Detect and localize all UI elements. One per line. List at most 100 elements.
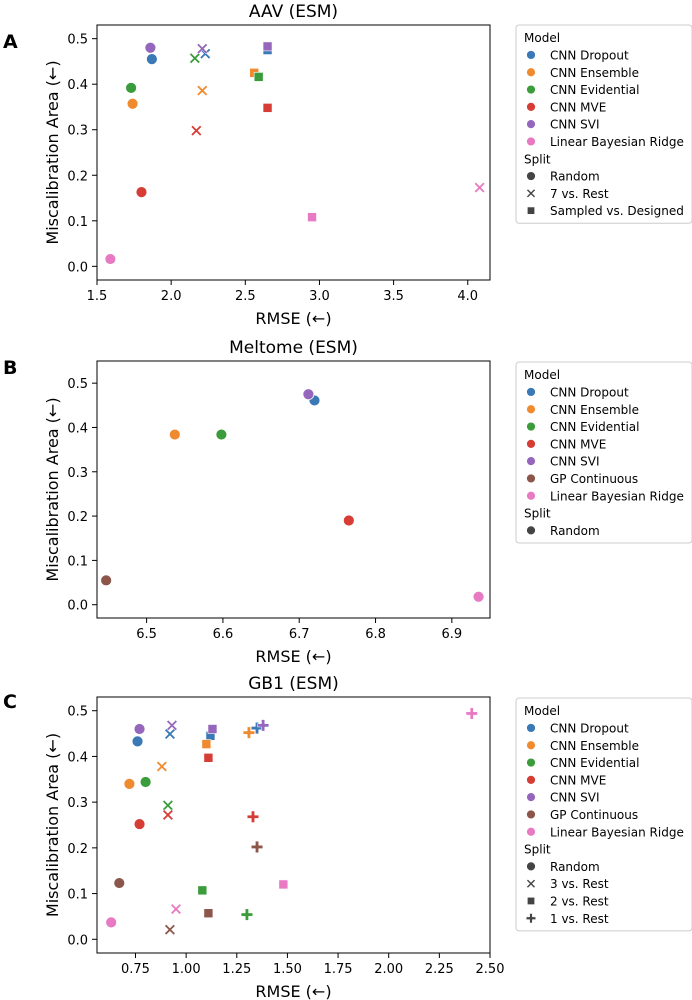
y-tick-label: 0.0 — [67, 260, 88, 275]
legend-label-cnn-evidential: CNN Evidential — [550, 756, 640, 770]
legend-marker-cnn-evidential — [526, 421, 536, 432]
data-point-cnn-ensemble-x — [196, 84, 208, 97]
legend-label-2-vs-rest: 2 vs. Rest — [550, 894, 609, 908]
legend-marker-random — [526, 861, 536, 872]
data-point-cnn-evidential-circle — [125, 81, 138, 94]
data-point-cnn-svi-x — [196, 43, 208, 55]
data-point-gp-continuous-x — [164, 924, 176, 936]
legend-marker-random — [526, 171, 536, 181]
legend-label-cnn-evidential: CNN Evidential — [550, 83, 640, 97]
legend-title-split: Split — [524, 843, 551, 857]
legend-marker-3-vs-rest — [526, 879, 536, 889]
legend-label-sampled-vs-designed: Sampled vs. Designed — [550, 204, 684, 218]
data-points — [100, 388, 485, 603]
legend-marker-cnn-evidential — [526, 757, 536, 768]
data-point-cnn-evidential-square — [253, 72, 264, 82]
data-point-linear-bayesian-ridge-x — [474, 181, 486, 194]
legend: Model CNN Dropout CNN Ensemble CNN Evidenti… — [515, 361, 692, 544]
x-tick-label: 1.00 — [172, 962, 201, 977]
y-axis-label: Miscalibration Area (←) — [43, 397, 62, 581]
legend-marker-cnn-evidential — [526, 84, 536, 95]
data-point-cnn-ensemble-circle — [123, 777, 136, 790]
legend-marker-2-vs-rest — [527, 896, 535, 905]
x-tick-label: 1.25 — [222, 962, 251, 977]
y-tick-label: 0.4 — [67, 421, 88, 436]
data-point-linear-bayesian-ridge-circle — [105, 916, 118, 929]
legend-label-cnn-mve: CNN MVE — [550, 100, 606, 114]
legend-marker-sampled-vs-designed — [527, 206, 535, 215]
data-point-gp-continuous-circle — [100, 574, 113, 587]
data-point-gp-continuous-circle — [113, 877, 126, 889]
y-tick-label: 0.5 — [67, 33, 88, 48]
data-point-cnn-evidential-x — [189, 52, 201, 64]
legend-marker-1-vs-rest — [526, 913, 536, 924]
y-axis-label: Miscalibration Area (←) — [43, 733, 62, 917]
y-tick-label: 0.2 — [67, 510, 88, 525]
legend-marker-cnn-dropout — [526, 387, 536, 397]
legend-marker-gp-continuous — [526, 473, 536, 484]
data-point-cnn-evidential-plus — [240, 908, 253, 921]
legend-label-cnn-ensemble: CNN Ensemble — [550, 739, 639, 753]
legend-label-random: Random — [550, 860, 600, 874]
data-point-cnn-evidential-circle — [215, 428, 228, 441]
data-point-cnn-svi-circle — [302, 388, 315, 401]
legend-label-linear-bayesian-ridge: Linear Bayesian Ridge — [550, 825, 684, 839]
panel-letter: A — [3, 31, 18, 53]
data-point-cnn-svi-x — [166, 719, 178, 731]
x-tick-label: 3.0 — [309, 289, 330, 304]
legend-label-cnn-dropout: CNN Dropout — [550, 385, 629, 399]
legend-marker-cnn-svi — [526, 119, 536, 130]
y-tick-label: 0.2 — [67, 169, 88, 184]
data-point-cnn-mve-circle — [133, 818, 146, 830]
x-axis-label: RMSE (←) — [255, 982, 331, 1000]
data-point-gp-continuous-plus — [251, 840, 264, 853]
y-tick-label: 0.5 — [67, 705, 88, 720]
data-point-cnn-mve-circle — [135, 186, 148, 199]
y-tick-label: 0.3 — [67, 124, 88, 139]
data-point-cnn-ensemble-circle — [126, 97, 139, 110]
data-point-linear-bayesian-ridge-circle — [472, 590, 485, 603]
y-tick-label: 0.1 — [67, 888, 88, 903]
data-point-linear-bayesian-ridge-square — [278, 879, 289, 890]
data-point-cnn-dropout-circle — [145, 53, 158, 66]
data-point-cnn-svi-circle — [133, 723, 146, 735]
data-point-cnn-evidential-x — [162, 799, 174, 811]
legend-title-split: Split — [524, 152, 551, 166]
data-point-cnn-mve-x — [162, 809, 174, 821]
data-point-cnn-mve-x — [190, 125, 202, 137]
data-point-linear-bayesian-ridge-x — [170, 903, 182, 915]
chart-title: GB1 (ESM) — [248, 674, 339, 694]
legend-marker-cnn-ensemble — [526, 740, 536, 751]
legend-marker-7-vs-rest — [526, 188, 536, 198]
legend-label-cnn-dropout: CNN Dropout — [550, 48, 629, 62]
legend-label-cnn-evidential: CNN Evidential — [550, 420, 640, 434]
legend-label-7-vs-rest: 7 vs. Rest — [550, 187, 609, 201]
data-point-cnn-svi-square — [207, 724, 218, 734]
x-tick-label: 1.75 — [324, 962, 353, 977]
data-point-linear-bayesian-ridge-circle — [104, 253, 117, 265]
data-point-linear-bayesian-ridge-plus — [465, 707, 478, 720]
legend-label-gp-continuous: GP Continuous — [550, 472, 638, 486]
data-point-cnn-ensemble-plus — [242, 726, 255, 739]
panel-b: B Meltome (ESM) 6.5 6.6 6.7 6.8 6.9 0.0 0.1 0.2 0.… — [3, 338, 692, 666]
data-point-cnn-dropout-x — [164, 728, 176, 740]
x-tick-label: 2.50 — [476, 962, 505, 977]
panel-letter: C — [3, 691, 17, 713]
y-tick-label: 0.3 — [67, 466, 88, 481]
x-tick-label: 6.6 — [213, 627, 234, 642]
legend-marker-cnn-svi — [526, 792, 536, 803]
legend: Model CNN Dropout CNN Ensemble CNN Evidenti… — [515, 697, 692, 932]
y-tick-label: 0.2 — [67, 842, 88, 857]
x-tick-label: 6.5 — [136, 627, 157, 642]
legend-marker-cnn-mve — [526, 101, 536, 112]
data-point-cnn-dropout-circle — [131, 735, 144, 748]
legend-title-model: Model — [524, 368, 560, 382]
x-tick-label: 4.0 — [457, 289, 478, 304]
y-tick-label: 0.3 — [67, 796, 88, 811]
data-point-cnn-ensemble-circle — [168, 428, 181, 441]
legend-marker-cnn-svi — [526, 456, 536, 467]
data-point-cnn-mve-plus — [246, 810, 260, 823]
y-tick-label: 0.0 — [67, 599, 88, 614]
legend-marker-cnn-dropout — [526, 50, 536, 60]
x-tick-label: 2.0 — [161, 289, 182, 304]
